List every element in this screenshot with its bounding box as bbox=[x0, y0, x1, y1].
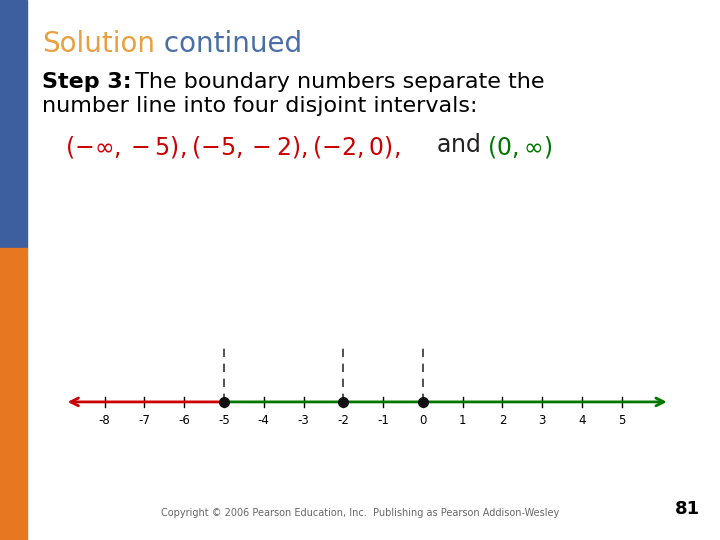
Text: 81: 81 bbox=[675, 500, 700, 518]
Text: Copyright © 2006 Pearson Education, Inc.  Publishing as Pearson Addison-Wesley: Copyright © 2006 Pearson Education, Inc.… bbox=[161, 508, 559, 518]
Text: $(0,\infty)$: $(0,\infty)$ bbox=[487, 134, 552, 160]
Text: -8: -8 bbox=[99, 414, 110, 427]
Text: -3: -3 bbox=[297, 414, 310, 427]
Text: 2: 2 bbox=[499, 414, 506, 427]
Text: -5: -5 bbox=[218, 414, 230, 427]
Text: $\mathrm{and}$: $\mathrm{and}$ bbox=[436, 134, 480, 157]
Bar bbox=[0, 248, 27, 540]
Text: -4: -4 bbox=[258, 414, 270, 427]
Text: continued: continued bbox=[155, 30, 302, 58]
Text: -1: -1 bbox=[377, 414, 389, 427]
Text: 1: 1 bbox=[459, 414, 467, 427]
Text: 0: 0 bbox=[419, 414, 426, 427]
Text: -7: -7 bbox=[138, 414, 150, 427]
Text: -2: -2 bbox=[338, 414, 349, 427]
Text: -6: -6 bbox=[179, 414, 190, 427]
Text: The boundary numbers separate the: The boundary numbers separate the bbox=[128, 72, 544, 92]
Text: 5: 5 bbox=[618, 414, 626, 427]
Text: $(-\infty,-5),(-5,-2),(-2,0),$: $(-\infty,-5),(-5,-2),(-2,0),$ bbox=[65, 134, 400, 160]
Text: Step 3:: Step 3: bbox=[42, 72, 132, 92]
Text: 4: 4 bbox=[578, 414, 586, 427]
Bar bbox=[0, 0, 27, 248]
Text: number line into four disjoint intervals:: number line into four disjoint intervals… bbox=[42, 96, 477, 116]
Text: 3: 3 bbox=[539, 414, 546, 427]
Text: Solution: Solution bbox=[42, 30, 155, 58]
